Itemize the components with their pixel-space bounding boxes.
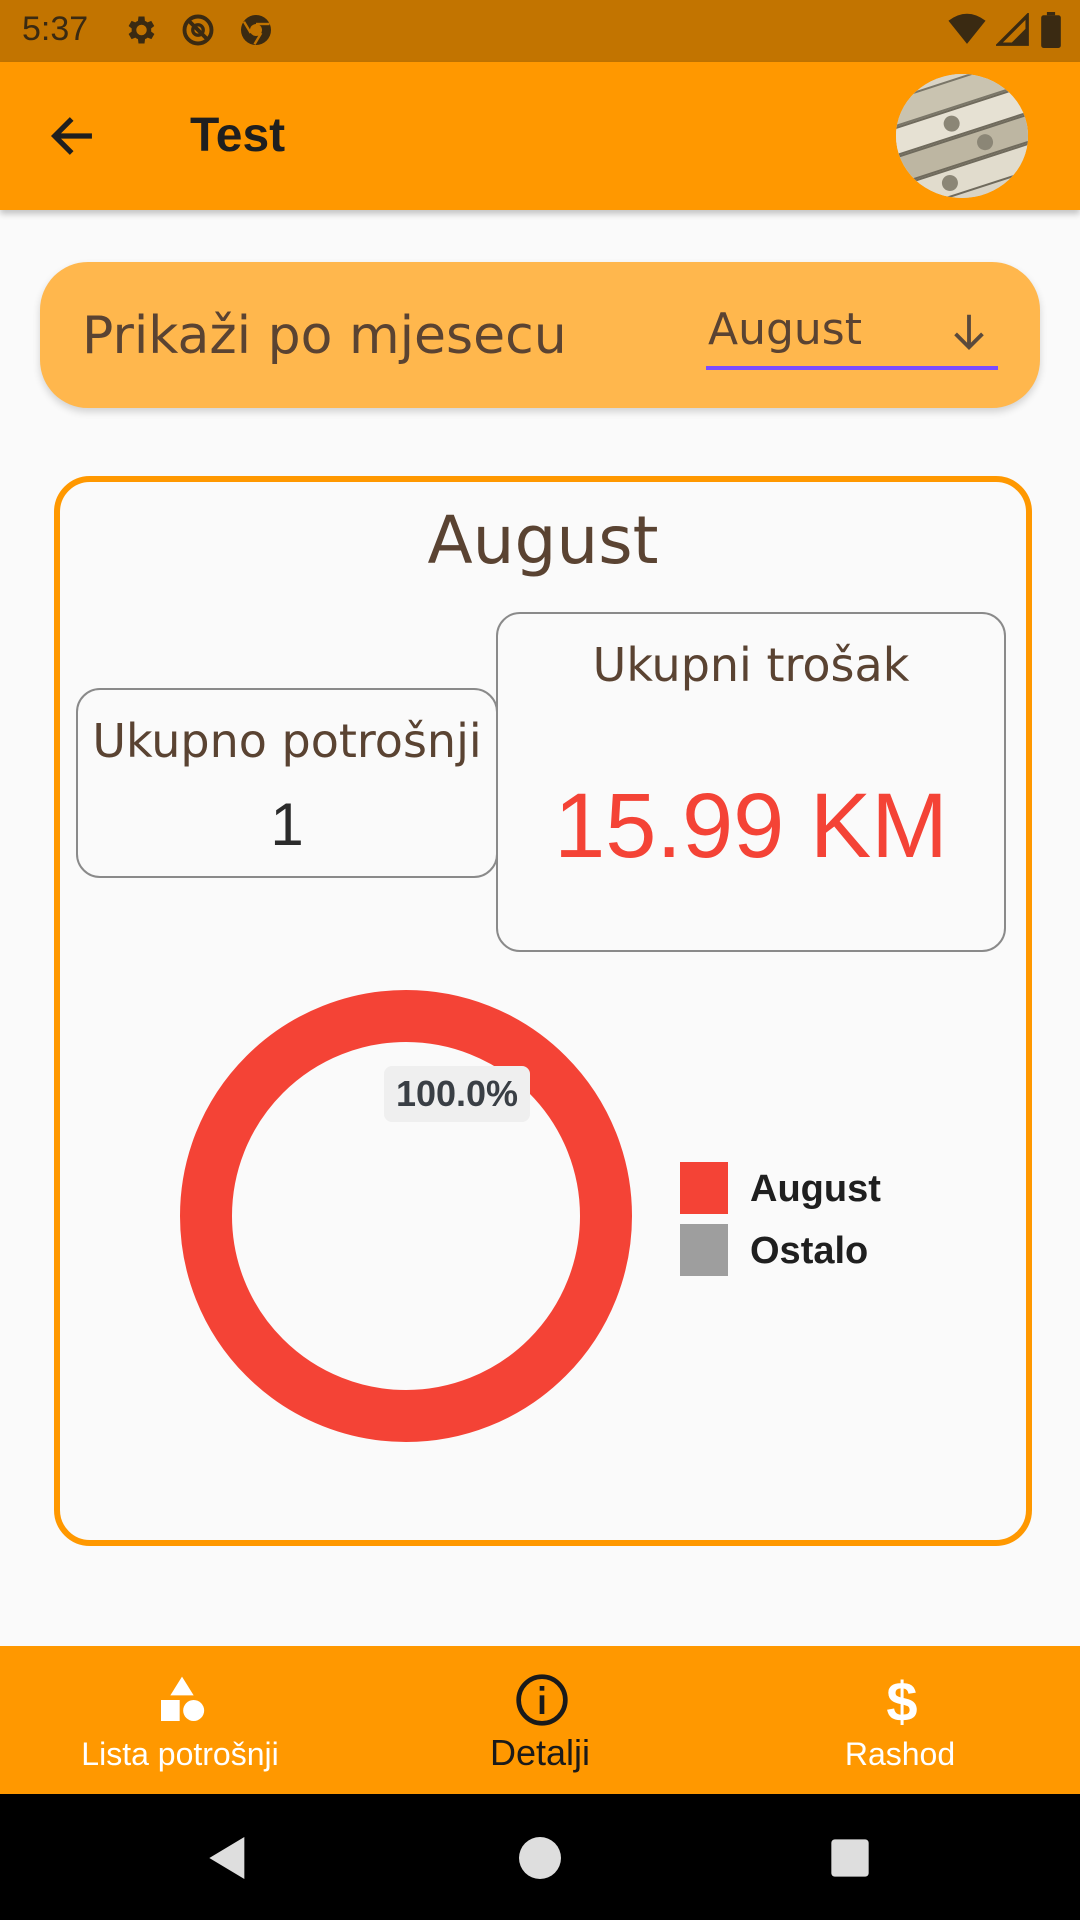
- donut-chart: [180, 990, 632, 1442]
- info-icon: [516, 1674, 568, 1726]
- nav-label: Lista potrošnji: [81, 1736, 279, 1772]
- legend-label: August: [750, 1168, 881, 1210]
- slice-percentage-label: 100.0%: [384, 1066, 530, 1122]
- month-dropdown[interactable]: August: [706, 298, 998, 370]
- svg-text:$: $: [886, 1672, 917, 1728]
- back-triangle-icon[interactable]: [200, 1830, 256, 1886]
- legend-swatch: [680, 1162, 728, 1214]
- dollar-icon: $: [886, 1672, 917, 1728]
- chrome-icon: [241, 15, 271, 45]
- total-cost-value: 15.99 KM: [554, 775, 948, 877]
- signal-icon: [996, 13, 1029, 46]
- summary-card: August Ukupno potrošnji 1 Ukupni trošak …: [54, 476, 1032, 1546]
- arrow-down-icon: [954, 314, 984, 351]
- total-cost-label: Ukupni trošak: [592, 638, 910, 692]
- system-navigation-bar: [0, 1794, 1080, 1920]
- battery-icon: [1041, 12, 1061, 48]
- filter-label: Prikaži po mjesecu: [82, 306, 567, 366]
- nav-item-rashod[interactable]: $ Rashod: [750, 1646, 1050, 1794]
- month-filter-card: Prikaži po mjesecu August: [40, 262, 1040, 408]
- shapes-icon: [161, 1676, 205, 1721]
- month-dropdown-value: August: [708, 304, 862, 355]
- home-circle-icon[interactable]: [512, 1830, 568, 1886]
- expense-count-box: Ukupno potrošnji 1: [76, 688, 498, 878]
- legend-item-ostalo: Ostalo: [680, 1220, 940, 1282]
- legend-swatch: [680, 1224, 728, 1276]
- nav-label: Rashod: [844, 1736, 956, 1772]
- donut-slice-august: [180, 990, 632, 1442]
- legend-item-august: August: [680, 1158, 940, 1220]
- recents-square-icon[interactable]: [822, 1830, 878, 1886]
- nav-label: Detalji: [489, 1732, 591, 1773]
- nav-item-lista-potrosnji[interactable]: Lista potrošnji: [30, 1646, 330, 1794]
- settings-icon: [128, 16, 155, 44]
- chart-legend: August Ostalo: [680, 1158, 940, 1282]
- total-cost-box: Ukupni trošak 15.99 KM: [496, 612, 1006, 952]
- page-title: Test: [190, 109, 286, 162]
- summary-title: August: [427, 502, 659, 579]
- status-time: 5:37: [22, 10, 89, 48]
- do-not-disturb-icon: [182, 14, 214, 46]
- money-image: [896, 74, 1028, 198]
- avatar[interactable]: [896, 74, 1028, 198]
- expense-count-label: Ukupno potrošnji: [92, 714, 482, 768]
- nav-item-detalji[interactable]: Detalji: [390, 1646, 690, 1794]
- back-arrow-icon[interactable]: [44, 110, 100, 162]
- expense-count-value: 1: [270, 791, 304, 858]
- legend-label: Ostalo: [750, 1230, 869, 1272]
- bottom-navigation: Lista potrošnji Detalji $ Rashod: [0, 1646, 1080, 1794]
- status-bar: 5:37: [0, 0, 1080, 62]
- app-bar: Test: [0, 62, 1080, 210]
- wifi-icon: [948, 13, 986, 44]
